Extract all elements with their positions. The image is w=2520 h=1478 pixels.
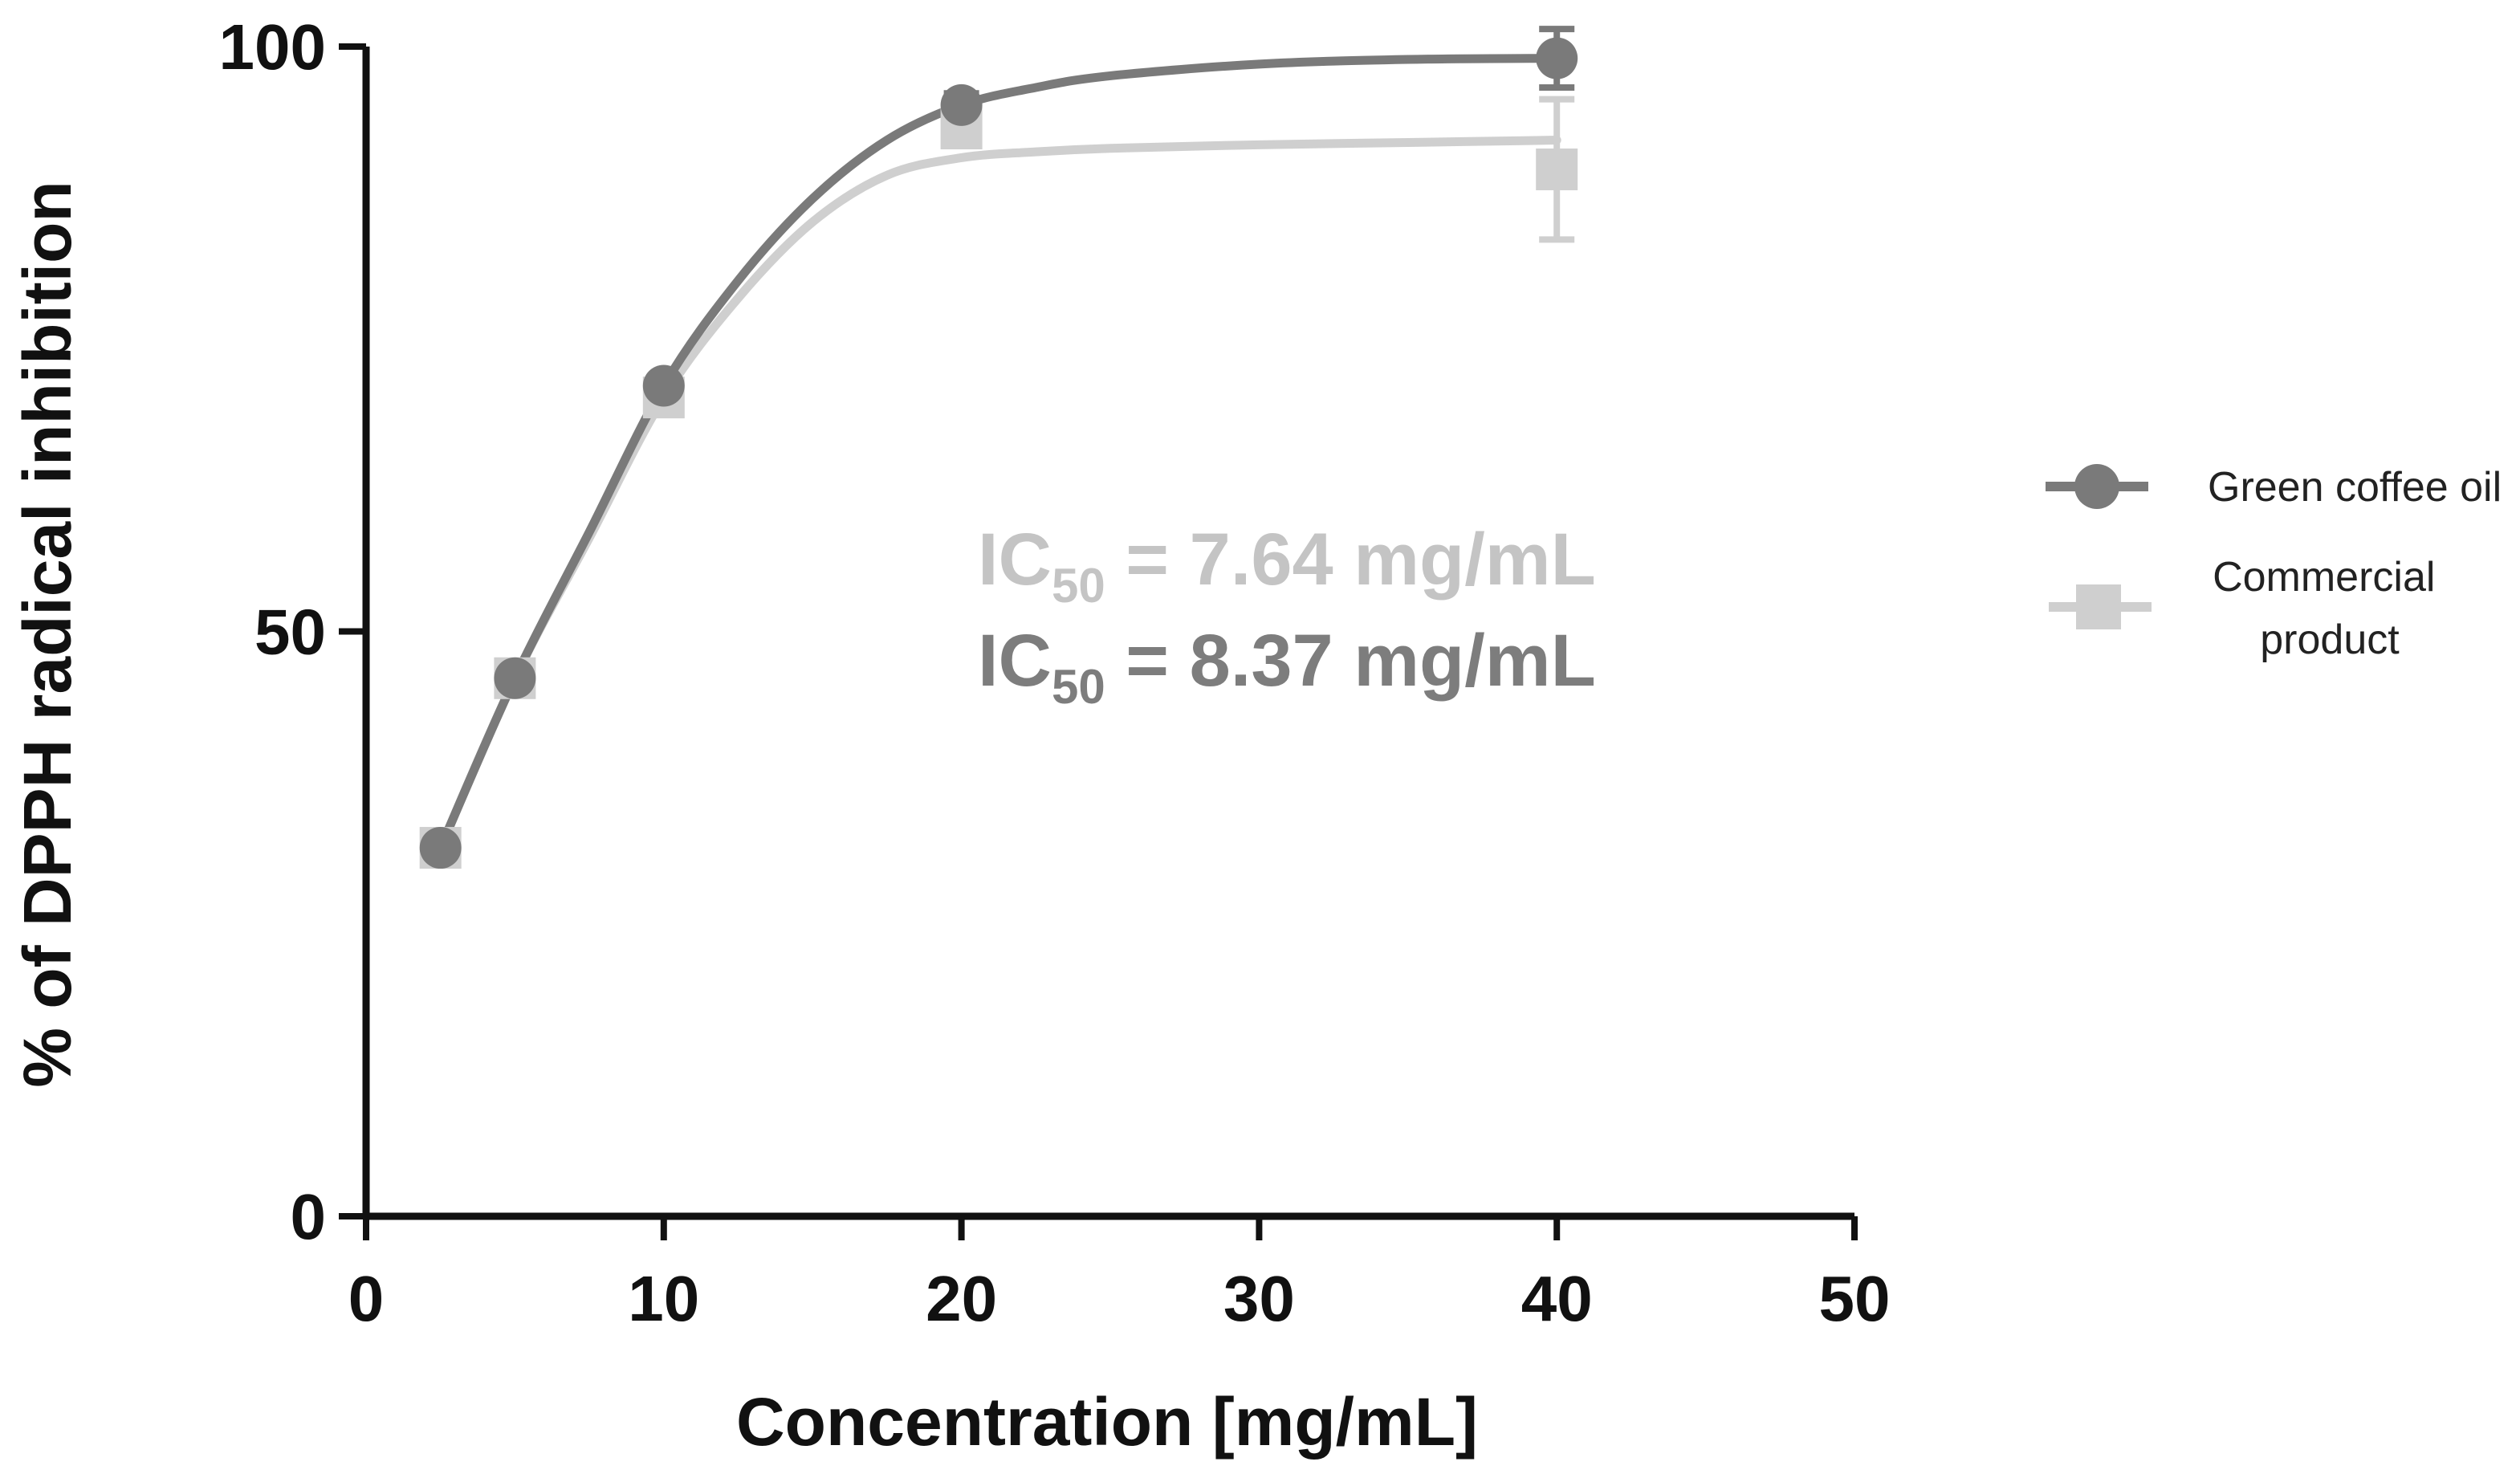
- ic50-annotations: IC50 = 7.64 mg/mL IC50 = 8.37 mg/mL: [978, 519, 1596, 714]
- legend-label-line-1: Commercial: [2213, 554, 2435, 601]
- ic50-annotation-green-coffee: IC50 = 8.37 mg/mL: [978, 620, 1596, 714]
- x-axis-title: Concentration [mg/mL]: [736, 1384, 1478, 1460]
- y-tick-label: 0: [291, 1181, 327, 1252]
- legend-marker-circle-icon: [2074, 464, 2119, 509]
- y-tick-label: 100: [219, 11, 326, 83]
- x-tick-label: 40: [1521, 1263, 1593, 1334]
- legend-item-green-coffee-oil: Green coffee oil: [2046, 464, 2502, 511]
- ic50-prefix: IC: [978, 519, 1052, 601]
- x-tick-label: 50: [1819, 1263, 1891, 1334]
- y-axis-title: % of DPPH radical inhibition: [10, 181, 85, 1087]
- ic50-subscript: 50: [1052, 660, 1105, 714]
- ic50-value: = 8.37 mg/mL: [1105, 620, 1596, 702]
- legend-item-commercial-product: Commercial product: [2049, 554, 2447, 663]
- legend-label-green-coffee-oil: Green coffee oil: [2208, 464, 2502, 511]
- ic50-subscript: 50: [1052, 559, 1105, 613]
- data-markers: [419, 37, 1578, 869]
- legend-label-line-2: product: [2260, 617, 2400, 663]
- axis-ticks: 0 10 20 30 40 50 0 50 100: [219, 11, 1891, 1334]
- data-point-green-coffee-oil: [940, 83, 983, 126]
- data-point-green-coffee-oil: [494, 657, 536, 699]
- ic50-value: = 7.64 mg/mL: [1105, 519, 1596, 601]
- ic50-annotation-commercial: IC50 = 7.64 mg/mL: [978, 519, 1596, 613]
- x-tick-label: 20: [926, 1263, 997, 1334]
- data-point-green-coffee-oil: [1536, 37, 1578, 79]
- ic50-prefix: IC: [978, 620, 1052, 702]
- data-point-green-coffee-oil: [419, 827, 462, 869]
- fit-curves: [436, 54, 1561, 853]
- x-tick-label: 0: [348, 1263, 385, 1334]
- x-tick-label: 10: [628, 1263, 699, 1334]
- data-point-commercial-product: [1536, 148, 1578, 190]
- legend-label-commercial-product: Commercial product: [2213, 554, 2447, 663]
- data-point-green-coffee-oil: [642, 364, 685, 407]
- legend-marker-square-icon: [2076, 584, 2121, 629]
- x-tick-label: 30: [1223, 1263, 1295, 1334]
- fit-curve-green-coffee-oil: [436, 54, 1561, 853]
- legend: Green coffee oil Commercial product: [2046, 464, 2502, 663]
- y-tick-label: 50: [254, 596, 326, 668]
